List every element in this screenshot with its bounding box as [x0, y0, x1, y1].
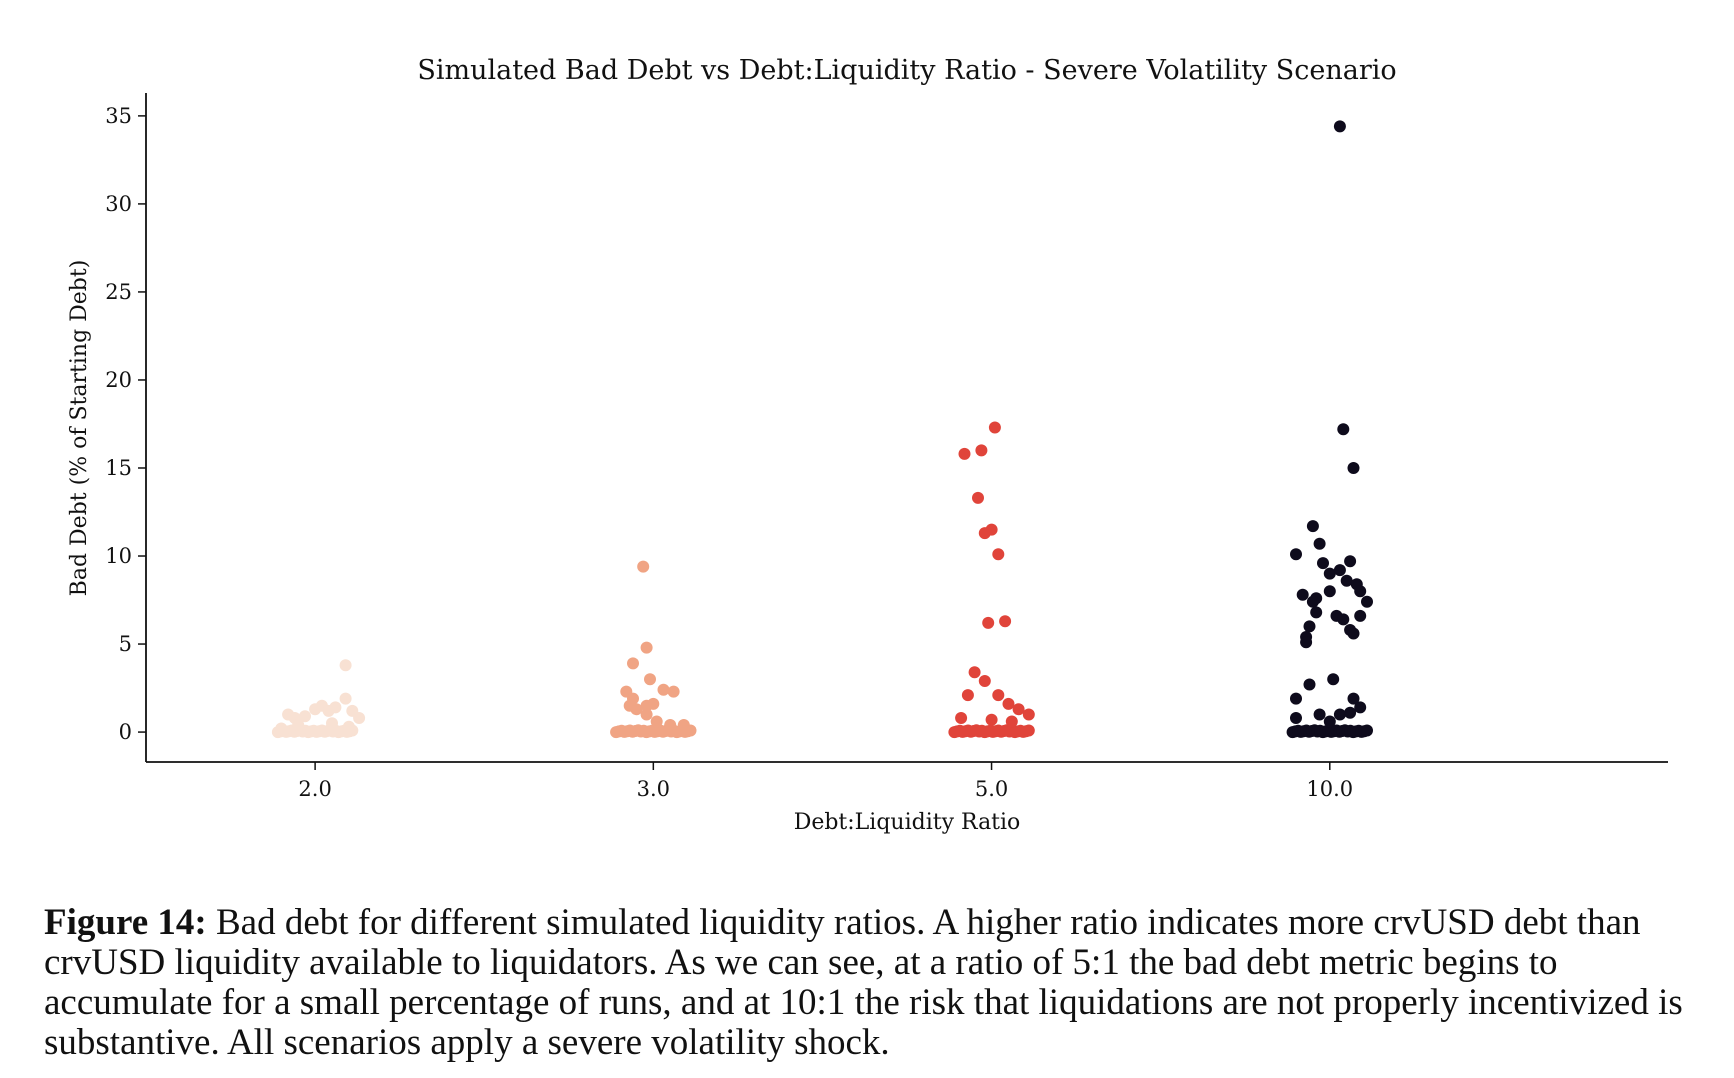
data-point	[1354, 609, 1367, 622]
data-point	[644, 673, 656, 686]
data-point	[292, 719, 305, 731]
data-point	[637, 560, 650, 573]
data-point	[1303, 678, 1316, 691]
data-point	[640, 641, 653, 654]
data-point	[1323, 715, 1336, 728]
x-tick-label: 10.0	[1306, 777, 1353, 801]
data-point	[1313, 708, 1326, 721]
data-point	[275, 722, 288, 735]
data-point	[1313, 537, 1326, 550]
series-2.0	[271, 659, 366, 739]
data-point	[1333, 120, 1346, 133]
data-point	[664, 719, 677, 731]
data-point	[968, 666, 981, 679]
data-point	[1323, 585, 1336, 598]
y-tick-label: 25	[105, 280, 132, 304]
figure-caption: Figure 14: Bad debt for different simula…	[44, 903, 1714, 1063]
y-tick-label: 30	[105, 192, 132, 216]
data-point	[1340, 574, 1353, 587]
data-point	[1361, 595, 1373, 608]
data-point	[1347, 692, 1360, 705]
data-point	[992, 548, 1005, 561]
data-point	[1333, 564, 1346, 577]
data-point	[1344, 706, 1357, 719]
chart-title: Simulated Bad Debt vs Debt:Liquidity Rat…	[417, 55, 1396, 86]
data-point	[1337, 613, 1350, 626]
data-point	[975, 444, 988, 457]
data-point	[342, 720, 355, 733]
data-point	[999, 615, 1012, 628]
data-point	[1310, 606, 1323, 619]
data-point	[1296, 588, 1309, 601]
data-point	[1022, 708, 1035, 721]
data-point	[1005, 715, 1018, 728]
data-point	[630, 703, 643, 716]
data-point	[1327, 673, 1340, 686]
data-point	[1290, 712, 1302, 724]
data-point	[978, 675, 991, 687]
data-point	[1354, 701, 1367, 714]
x-tick-label: 3.0	[637, 777, 670, 801]
x-tick-label: 2.0	[298, 777, 331, 801]
data-point	[972, 491, 984, 504]
data-point	[1354, 585, 1367, 598]
data-point	[657, 683, 670, 696]
data-point	[640, 708, 653, 721]
data-point	[1290, 548, 1302, 561]
data-point	[329, 701, 342, 714]
data-point	[647, 697, 660, 710]
data-point	[1317, 557, 1329, 570]
series-3.0	[610, 560, 697, 739]
data-point	[299, 710, 311, 723]
data-point	[1361, 724, 1373, 737]
data-point	[961, 689, 974, 702]
data-point	[1347, 627, 1360, 640]
data-point	[1002, 697, 1015, 710]
data-point	[1022, 724, 1035, 737]
x-tick-label: 5.0	[975, 777, 1008, 801]
y-tick-label: 0	[119, 720, 132, 744]
y-tick-label: 10	[105, 544, 132, 568]
y-axis-label: Bad Debt (% of Starting Debt)	[67, 260, 92, 597]
caption-text: Bad debt for different simulated liquidi…	[44, 902, 1683, 1063]
data-point	[1306, 595, 1319, 608]
data-point	[1344, 555, 1357, 568]
y-tick-label: 15	[105, 456, 132, 480]
series-5.0	[948, 421, 1035, 739]
data-point	[1303, 620, 1316, 633]
data-point	[1290, 692, 1302, 705]
y-tick-label: 35	[105, 104, 132, 128]
scatter-chart: Simulated Bad Debt vs Debt:Liquidity Rat…	[67, 55, 1668, 835]
data-point	[1306, 520, 1319, 533]
caption-label: Figure 14:	[44, 902, 207, 943]
data-point	[353, 712, 366, 724]
data-point	[985, 523, 998, 536]
data-point	[339, 692, 352, 705]
data-point	[1333, 708, 1346, 721]
data-point	[1323, 567, 1336, 580]
data-point	[1337, 423, 1350, 436]
x-axis-ticks: 2.0 3.0 5.0 10.0	[298, 762, 1353, 801]
data-point	[982, 616, 995, 629]
data-point	[667, 685, 680, 698]
data-point	[958, 447, 971, 460]
plot-area	[271, 120, 1373, 739]
y-tick-label: 5	[119, 632, 132, 656]
data-point	[985, 713, 998, 726]
data-point	[677, 719, 690, 731]
data-point	[326, 717, 338, 730]
data-point	[1300, 636, 1313, 649]
series-10.0	[1286, 120, 1373, 739]
y-axis-ticks: 0 5 10 15 20 25 30 35	[105, 104, 146, 744]
y-tick-label: 20	[105, 368, 132, 392]
data-point	[339, 659, 352, 672]
x-axis-label: Debt:Liquidity Ratio	[794, 810, 1021, 835]
data-point	[992, 689, 1005, 702]
data-point	[627, 657, 639, 670]
data-point	[1012, 703, 1025, 716]
data-point	[1347, 462, 1360, 474]
data-point	[955, 712, 968, 724]
data-point	[988, 421, 1001, 434]
data-point	[650, 715, 663, 728]
